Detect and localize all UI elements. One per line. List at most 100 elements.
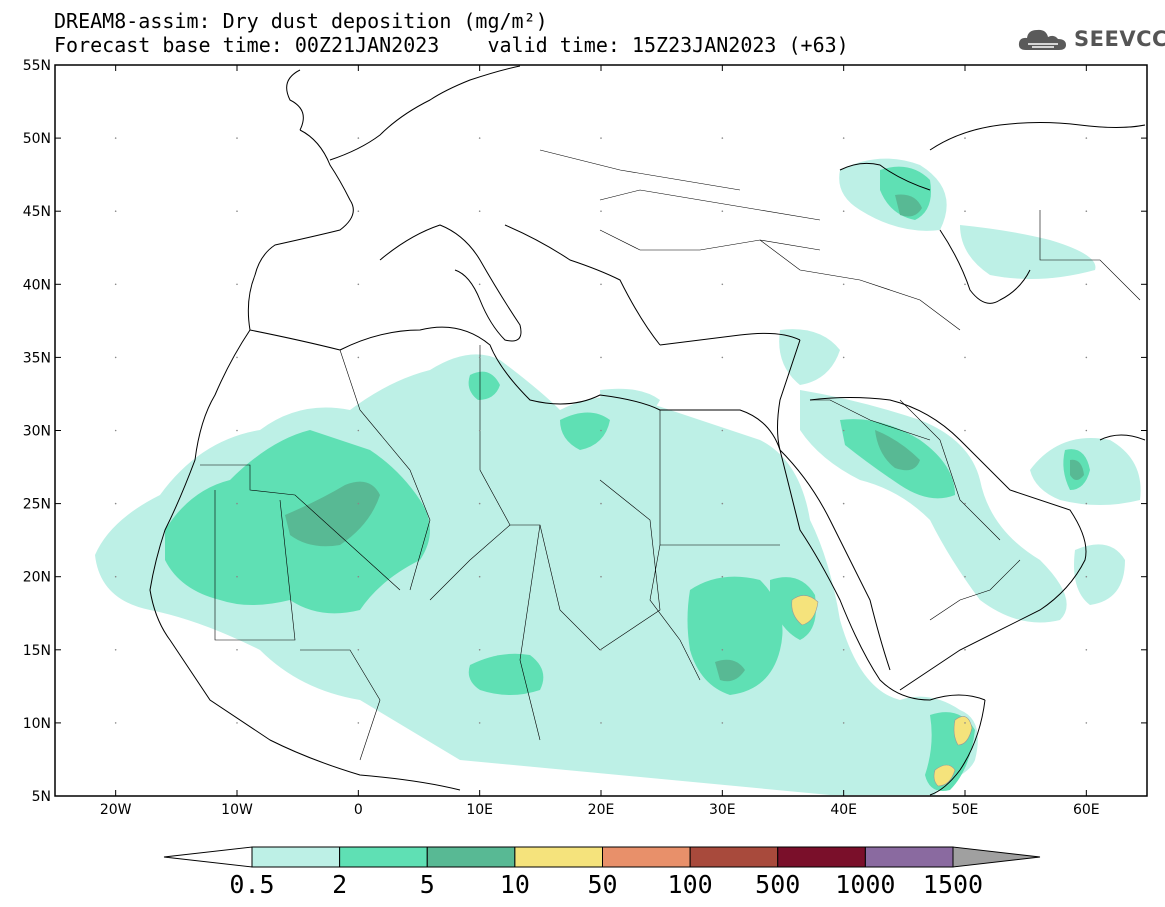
grid-dot (236, 356, 238, 359)
grid-dot (114, 429, 117, 432)
lat-label: 25N (23, 497, 51, 513)
lat-label: 50N (23, 131, 51, 147)
grid-dot (114, 722, 117, 724)
grid-dot (357, 575, 360, 578)
grid-dot (478, 722, 481, 724)
colorbar-arrow-low (163, 846, 253, 868)
lat-label: 30N (23, 424, 51, 440)
colorbar-label: 50 (587, 870, 618, 899)
grid-dot (1085, 283, 1088, 286)
lon-label: 10E (466, 802, 493, 818)
grid-dot (236, 502, 238, 505)
grid-dot (721, 502, 724, 505)
colorbar-segment (864, 846, 954, 868)
grid-dot (721, 356, 724, 359)
lat-label: 35N (23, 350, 51, 366)
longitude-ticks: 20W 10W 0 10E 20E 30E 40E 50E 60E (100, 65, 1100, 818)
colorbar-label: 500 (755, 870, 801, 899)
colorbar-label: 100 (667, 870, 713, 899)
lon-label: 20E (588, 802, 615, 818)
colorbar-label: 10 (499, 870, 530, 899)
grid-dot (964, 502, 966, 505)
grid-dot (357, 502, 360, 505)
grid-dot (236, 722, 238, 724)
grid-dot (842, 502, 845, 505)
grid-dot (964, 210, 966, 212)
grid-dot (1085, 429, 1088, 432)
cloud-icon (1018, 29, 1066, 50)
grid-dot (721, 137, 724, 139)
grid-dot (1085, 137, 1088, 139)
grid-dot (478, 502, 481, 505)
grid-dot (478, 283, 481, 286)
grid-dot (964, 722, 966, 724)
grid-dot (842, 137, 845, 139)
grid-dot (478, 649, 481, 651)
grid-dot (721, 722, 724, 724)
grid-dot (721, 575, 724, 578)
grid-dot (114, 649, 117, 651)
colorbar-segment (426, 846, 516, 868)
grid-dot (964, 283, 966, 286)
grid-dot (236, 429, 238, 432)
lat-label: 5N (32, 789, 51, 805)
colorbar-segment (514, 846, 603, 868)
grid-dot (842, 210, 845, 212)
lon-label: 50E (952, 802, 979, 818)
grid-dot (600, 210, 602, 212)
grid-dot (600, 356, 602, 359)
colorbar (163, 846, 1041, 868)
dust-shading-yellow (791, 595, 973, 787)
grid-dot (114, 210, 117, 212)
grid-dot (600, 283, 602, 286)
grid-dot (357, 649, 360, 651)
grid-dot (721, 649, 724, 651)
grid-dot (478, 137, 481, 139)
grid-dot (600, 649, 602, 651)
grid-dot (964, 137, 966, 139)
lat-label: 55N (23, 58, 51, 74)
latitude-ticks: 55N 50N 45N 40N 35N 30N 25N 20N 15N 10N 5N (23, 58, 1147, 805)
grid-dot (842, 283, 845, 286)
grid-dots (114, 137, 1088, 724)
grid-dot (964, 649, 966, 651)
grid-dot (600, 722, 602, 724)
grid-dot (236, 575, 238, 578)
colorbar-segment (339, 846, 428, 868)
grid-dot (357, 283, 360, 286)
grid-dot (842, 575, 845, 578)
grid-dot (236, 649, 238, 651)
colorbar-segment (251, 846, 341, 868)
grid-dot (478, 429, 481, 432)
lat-label: 45N (23, 204, 51, 220)
grid-dot (842, 722, 845, 724)
grid-dot (114, 356, 117, 359)
grid-dot (236, 137, 238, 139)
grid-dot (114, 283, 117, 286)
lat-label: 40N (23, 277, 51, 293)
logo-text: SEEVCCC (1074, 27, 1165, 51)
lon-label: 60E (1073, 802, 1100, 818)
colorbar-arrow-high (952, 846, 1041, 868)
colorbar-label: 0.5 (229, 870, 275, 899)
grid-dot (964, 575, 966, 578)
lon-label: 20W (100, 802, 132, 818)
grid-dot (478, 356, 481, 359)
grid-dot (721, 429, 724, 432)
grid-dot (478, 210, 481, 212)
lat-label: 15N (23, 643, 51, 659)
grid-dot (357, 429, 360, 432)
grid-dot (600, 429, 602, 432)
grid-dot (1085, 722, 1088, 724)
lat-label: 10N (23, 716, 51, 732)
country-borders (200, 149, 1141, 761)
grid-dot (114, 502, 117, 505)
grid-dot (114, 575, 117, 578)
forecast-time-label: Forecast base time: 00Z21JAN2023 valid t… (54, 33, 849, 57)
grid-dot (1085, 502, 1088, 505)
colorbar-label: 1500 (922, 870, 984, 899)
grid-dot (600, 502, 602, 505)
lon-label: 40E (830, 802, 857, 818)
lon-label: 0 (354, 802, 363, 818)
